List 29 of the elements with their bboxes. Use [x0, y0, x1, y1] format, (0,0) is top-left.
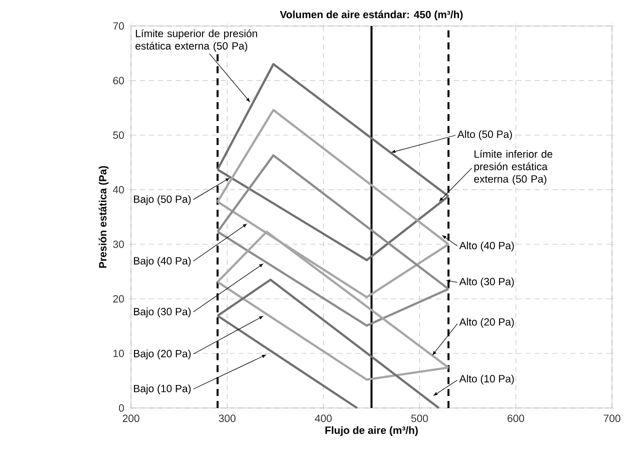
- chart-title: Volumen de aire estándar: 450 (m³/h): [280, 10, 463, 20]
- x-tick-label: 700: [604, 414, 620, 422]
- annotation: Alto (20 Pa): [459, 318, 514, 328]
- annotation: Alto (30 Pa): [459, 278, 514, 288]
- y-tick-label: 60: [113, 76, 124, 84]
- annotation: Bajo (30 Pa): [134, 308, 191, 318]
- y-tick-label: 0: [118, 404, 124, 412]
- annotation: Bajo (40 Pa): [134, 256, 191, 267]
- y-tick-label: 10: [113, 350, 124, 358]
- annotation: Alto (50 Pa): [457, 130, 512, 140]
- y-tick-label: 40: [112, 186, 124, 194]
- annotation: Alto (40 Pa): [459, 242, 514, 252]
- x-axis-title: Flujo de aire (m³/h): [325, 426, 418, 436]
- x-tick-label: 500: [411, 414, 428, 422]
- y-tick-label: 50: [113, 131, 124, 139]
- annotation: Bajo (20 Pa): [134, 350, 191, 360]
- x-tick-label: 300: [218, 414, 236, 422]
- x-tick-label: 600: [508, 414, 524, 422]
- y-tick-label: 30: [113, 240, 124, 248]
- x-tick-label: 200: [122, 414, 140, 422]
- y-axis-title: Presión estática (Pa): [98, 166, 109, 268]
- annotation: Bajo (10 Pa): [134, 384, 191, 394]
- annotation: Límite inferior de presión estática externa (50 Pa): [474, 150, 552, 185]
- x-tick-label: 400: [314, 414, 332, 422]
- y-tick-label: 20: [113, 295, 124, 303]
- annotation: Límite superior de presión estática externa (50 Pa): [136, 29, 258, 52]
- annotation: Alto (10 Pa): [459, 374, 514, 384]
- y-tick-label: 70: [113, 22, 124, 30]
- annotation: Bajo (50 Pa): [134, 195, 191, 205]
